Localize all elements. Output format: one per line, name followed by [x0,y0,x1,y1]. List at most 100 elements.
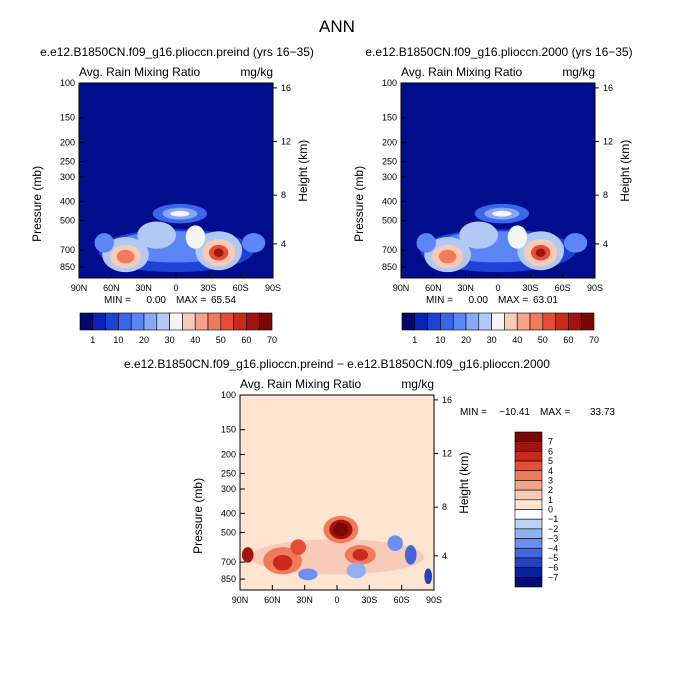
colorbar-label: 50 [216,335,226,345]
y2-tick-label: 12 [603,137,613,147]
colorbar-label: 10 [113,335,123,345]
contour-region [241,233,266,253]
colorbar-swatch [156,312,170,331]
x-tick-label: 60N [264,595,281,605]
x-tick-label: 60S [394,595,410,605]
panel-2000: e.e12.B1850CN.f09_g16.plioccn.2000 (yrs … [352,45,633,306]
colorbar-swatch [414,312,428,331]
contour-region [298,568,318,581]
panel-difference: e.e12.B1850CN.f09_g16.plioccn.preind − e… [124,357,615,605]
colorbar-swatch [143,312,158,331]
plot-area [239,394,435,591]
contour-region [185,225,206,249]
colorbar-swatch [516,312,531,331]
max-label: MAX = [176,295,206,306]
figure-title: ANN [319,17,355,36]
colorbar-label: −2 [548,524,558,534]
colorbar-right: 1 10 20 30 40 50 60 70 [401,312,599,345]
colorbar-swatch [440,312,454,331]
x-tick-label: 90S [265,283,281,293]
y-tick-label: 500 [221,527,236,537]
contour-region [352,549,369,561]
panel-title: e.e12.B1850CN.f09_g16.plioccn.2000 (yrs … [365,45,632,59]
axis-ticks: 90N 60N 30N 0 30S 60S 90S 100 150 200 250 300 400 500… [221,390,452,605]
colorbar-label: 40 [190,335,200,345]
contour-region [241,547,254,563]
y-tick-label: 250 [60,157,75,167]
colorbar-label: 70 [267,335,277,345]
y-tick-label: 400 [382,196,397,206]
colorbar-label: 40 [512,335,522,345]
colorbar-swatch [207,312,222,331]
colorbar-swatch [182,312,196,331]
contour-fill [416,203,588,273]
y-tick-label: 150 [221,425,236,435]
contour-region [459,221,498,249]
colorbar-swatch [514,451,543,462]
y2-tick-label: 16 [603,83,613,93]
x-tick-label: 0 [495,283,500,293]
x-tick-label: 0 [334,595,339,605]
contour-region [137,221,177,249]
colorbar-swatch [491,312,505,331]
colorbar-label: 1 [412,335,417,345]
plot-area [400,82,596,279]
y-tick-label: 300 [221,484,236,494]
contour-region [535,248,546,257]
colorbar-swatch [514,528,543,539]
max-value: 63.01 [533,295,558,306]
min-value: 0.00 [147,295,167,306]
y2-axis-label: Height (km) [618,140,632,202]
colorbar-swatch [514,431,543,442]
y-tick-label: 400 [60,196,75,206]
colorbar-left: 1 10 20 30 40 50 60 70 [79,312,277,345]
max-label: MAX = [540,407,570,418]
y2-tick-label: 4 [442,551,447,561]
x-tick-label: 60S [233,283,249,293]
contour-region [492,210,512,217]
colorbar-swatch [130,312,145,331]
colorbar-swatch [514,441,543,452]
colorbar-swatch [568,312,582,331]
x-tick-label: 30S [361,595,377,605]
y2-tick-label: 16 [281,83,291,93]
y-tick-label: 200 [60,137,75,147]
x-tick-label: 60N [103,283,120,293]
max-value: 65.54 [211,295,236,306]
x-tick-label: 90N [232,595,249,605]
colorbar-label: 5 [548,456,553,466]
y2-tick-label: 8 [281,190,286,200]
contour-region [424,568,433,585]
y-tick-label: 100 [60,78,75,88]
min-label: MIN = [426,295,453,306]
max-value: 33.73 [590,407,615,418]
y2-tick-label: 4 [281,239,286,249]
colorbar-swatch [258,312,273,331]
y-tick-label: 850 [60,262,75,272]
y-axis-label: Pressure (mb) [352,166,366,242]
colorbar-label: −7 [548,572,558,582]
colorbar-swatch [514,547,543,559]
colorbar-swatch [504,312,518,331]
colorbar-label: 50 [538,335,548,345]
colorbar-label: 6 [548,446,553,456]
axis-ticks: 90N 60N 30N 0 30S 60S 90S 100 150 200 250 300 400 500… [382,78,613,293]
contour-region [272,554,293,571]
panel-subtitle-left: Avg. Rain Mixing Ratio [79,65,200,79]
min-label: MIN = [104,295,131,306]
colorbar-swatch [514,567,543,578]
colorbar-label: 3 [548,475,553,485]
x-tick-label: 0 [173,283,178,293]
y-tick-label: 250 [221,469,236,479]
colorbar-label: 20 [461,335,471,345]
colorbar-label: 7 [548,437,553,447]
y-tick-label: 150 [382,113,397,123]
x-tick-label: 90N [393,283,410,293]
contour-region [116,249,135,264]
contour-region [387,535,403,551]
panel-subtitle-left: Avg. Rain Mixing Ratio [401,65,522,79]
y2-tick-label: 16 [442,395,452,405]
min-value: 0.00 [469,295,489,306]
contour-region [438,249,457,264]
